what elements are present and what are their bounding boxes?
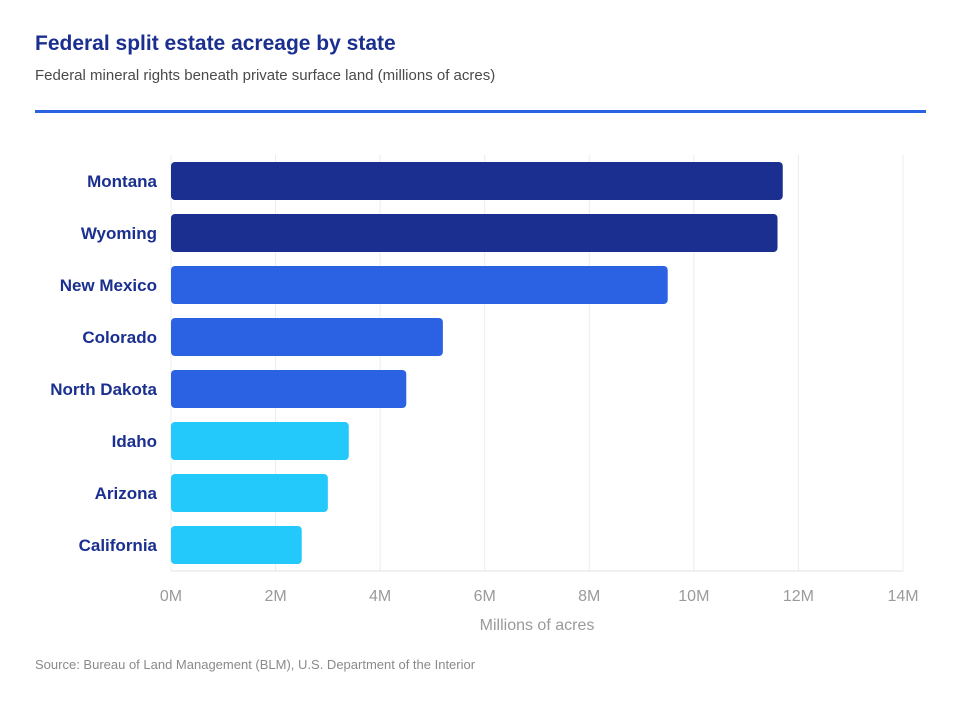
bar-montana [171, 162, 783, 200]
x-tick-label: 12M [783, 588, 814, 605]
chart-subtitle: Federal mineral rights beneath private s… [35, 67, 496, 84]
bar-new-mexico [171, 266, 668, 304]
category-label: California [79, 536, 158, 555]
category-label: Montana [87, 172, 157, 191]
x-axis-title: Millions of acres [480, 617, 595, 634]
x-tick-label: 0M [160, 588, 182, 605]
x-tick-label: 2M [264, 588, 286, 605]
bar-idaho [171, 422, 349, 460]
category-label: Idaho [112, 432, 157, 451]
x-tick-labels: 0M 2M 4M 6M 8M 10M 12M 14M [160, 588, 919, 605]
category-label: Wyoming [81, 224, 157, 243]
x-tick-label: 6M [474, 588, 496, 605]
category-label: Arizona [95, 484, 158, 503]
x-tick-label: 4M [369, 588, 391, 605]
bar-colorado [171, 318, 443, 356]
bar-california [171, 526, 302, 564]
header-divider [35, 110, 926, 113]
x-tick-label: 14M [887, 588, 918, 605]
category-label: New Mexico [60, 276, 157, 295]
x-tick-label: 10M [678, 588, 709, 605]
category-label: North Dakota [50, 380, 157, 399]
bar-north-dakota [171, 370, 407, 408]
x-tick-label: 8M [578, 588, 600, 605]
category-label: Colorado [82, 328, 157, 347]
source-note: Source: Bureau of Land Management (BLM),… [35, 657, 476, 672]
chart-title: Federal split estate acreage by state [35, 32, 396, 55]
category-labels: Montana Wyoming New Mexico Colorado North Da… [50, 172, 157, 555]
bar-arizona [171, 474, 328, 512]
bars [171, 162, 783, 564]
bar-wyoming [171, 214, 778, 252]
